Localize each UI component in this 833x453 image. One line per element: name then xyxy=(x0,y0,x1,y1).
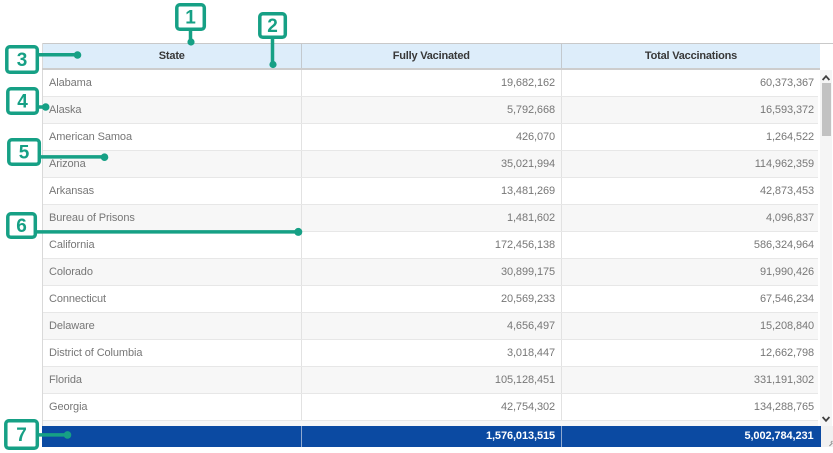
svg-text:4: 4 xyxy=(17,92,28,113)
svg-text:5: 5 xyxy=(19,143,30,164)
svg-text:3: 3 xyxy=(17,50,28,71)
svg-text:7: 7 xyxy=(16,425,27,446)
svg-text:1: 1 xyxy=(185,8,196,29)
svg-text:6: 6 xyxy=(16,216,27,237)
svg-text:2: 2 xyxy=(267,16,278,37)
